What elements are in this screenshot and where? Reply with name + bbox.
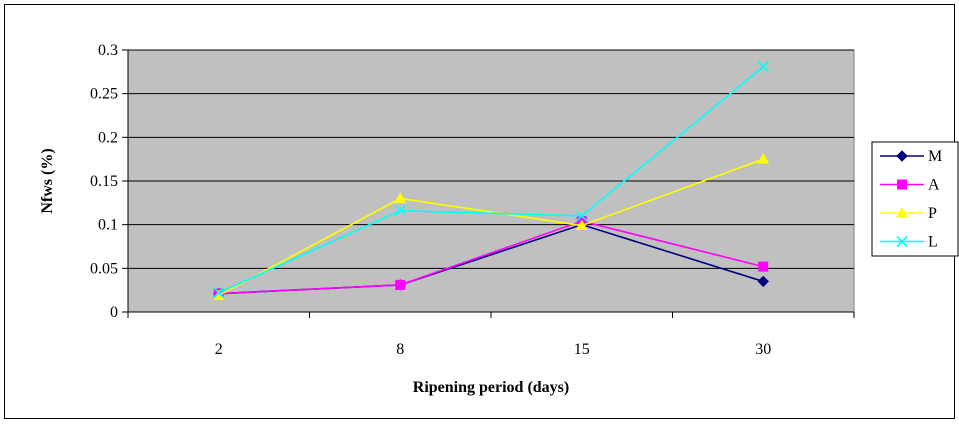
y-tick-label: 0.2 [98,129,118,146]
legend-label: P [928,205,937,222]
x-tick-label: 30 [755,341,771,358]
data-point [758,261,769,272]
data-point [897,179,907,190]
data-point-stroke [213,287,225,299]
series-P [212,153,770,300]
data-point [757,61,769,73]
data-point [757,153,770,164]
data-point [896,150,908,162]
legend-label: A [928,177,940,194]
data-point [213,287,225,299]
legend-label: M [928,148,942,165]
data-point-stroke [394,205,406,217]
data-point-stroke [757,61,769,73]
data-point [896,235,908,248]
data-point [394,192,407,203]
legend-item-M: M [880,148,942,165]
data-point [757,275,769,288]
data-point [395,279,406,290]
series-L [213,61,769,299]
legend-item-L: L [880,234,938,251]
x-tick-label: 8 [396,341,404,358]
data-point [575,219,588,231]
legend-item-P: P [880,205,937,222]
legend-item-A: A [880,177,940,194]
x-tick-label: 2 [215,341,223,358]
y-tick-label: 0.3 [98,42,118,59]
axes: 0 0.05 0.1 0.15 0.2 0.25 0.3 2 8 15 30 [90,42,855,358]
x-tick-label: 15 [574,341,590,358]
data-point-stroke [576,210,588,222]
y-tick-label: 0.05 [90,260,118,277]
legend-label: L [928,234,938,251]
x-axis-title: Ripening period (days) [413,379,569,396]
data-point [576,210,588,222]
series-line [218,65,764,294]
data-point [394,205,406,217]
series-line [218,158,764,297]
series-line [218,220,764,295]
gridlines [128,49,854,269]
data-point-stroke [896,235,908,248]
y-tick-label: 0.15 [90,173,118,190]
legend-box [871,141,959,257]
y-tick-label: 0.1 [98,217,118,234]
series-layer [212,61,770,300]
y-tick-label: 0.25 [90,86,118,103]
y-tick-label: 0 [110,304,118,321]
y-axis-title: Nfws (%) [39,148,56,213]
data-point [896,206,908,218]
